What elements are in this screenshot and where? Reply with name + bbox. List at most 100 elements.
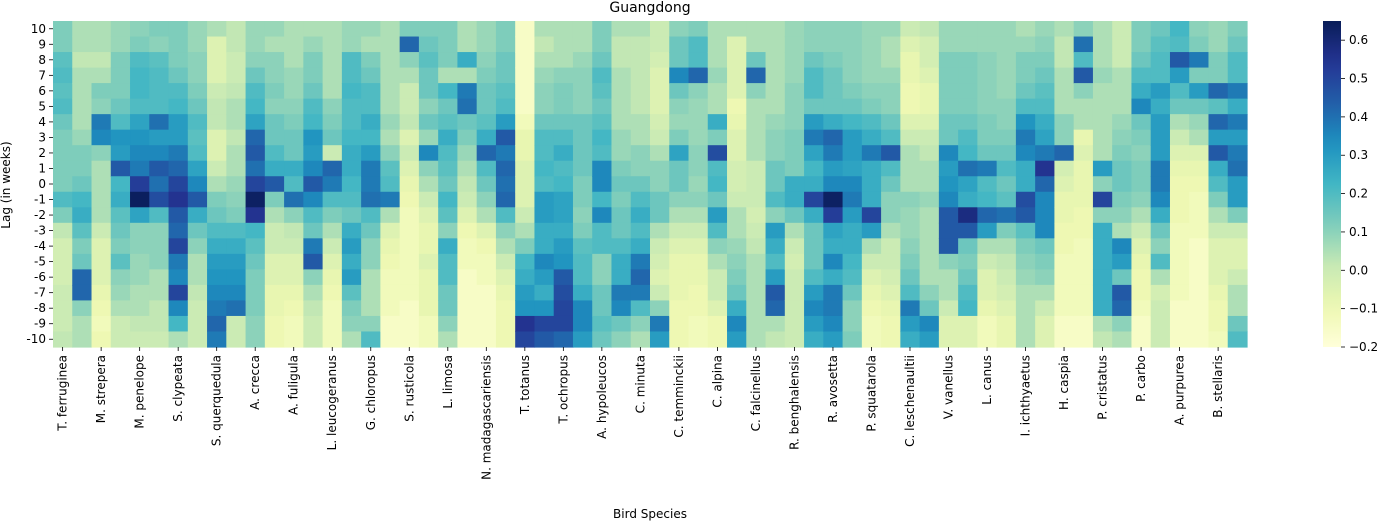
heatmap-cell xyxy=(592,191,613,208)
heatmap-cell xyxy=(804,269,824,286)
heatmap-cell xyxy=(1131,176,1152,193)
heatmap-cell xyxy=(264,36,285,53)
heatmap-cell xyxy=(91,176,112,193)
heatmap-cell xyxy=(1131,114,1152,131)
heatmap-cell xyxy=(341,222,362,239)
heatmap-cell xyxy=(245,145,266,162)
heatmap-cell xyxy=(476,36,497,53)
heatmap-cell xyxy=(900,176,921,193)
heatmap-cell xyxy=(688,222,709,239)
heatmap-cell xyxy=(72,129,93,146)
heatmap-cell xyxy=(977,52,998,69)
heatmap-cell xyxy=(727,36,747,53)
heatmap-cell xyxy=(226,129,247,146)
heatmap-cell xyxy=(1015,114,1036,131)
heatmap-cell xyxy=(53,238,73,255)
heatmap-cell xyxy=(168,145,189,162)
heatmap-cell xyxy=(1208,145,1229,162)
heatmap-cell xyxy=(900,114,921,131)
heatmap-cell xyxy=(380,191,401,208)
heatmap-cell xyxy=(958,67,978,84)
heatmap-cell xyxy=(1112,222,1133,239)
heatmap-cell xyxy=(130,191,150,208)
heatmap-cell xyxy=(207,300,227,317)
heatmap-cell xyxy=(669,98,690,115)
heatmap-cell xyxy=(1169,315,1190,333)
heatmap-cell xyxy=(1169,83,1190,100)
heatmap-cell xyxy=(977,176,998,193)
heatmap-cell xyxy=(823,129,844,146)
heatmap-cell xyxy=(900,145,921,162)
heatmap-cell xyxy=(53,114,73,131)
heatmap-cell xyxy=(1054,145,1075,162)
heatmap-cell xyxy=(1169,207,1190,224)
heatmap-cell xyxy=(1227,300,1248,317)
heatmap-cell xyxy=(226,253,247,270)
heatmap-cell xyxy=(149,331,170,348)
heatmap-cell xyxy=(1150,129,1171,146)
heatmap-cell xyxy=(226,300,247,317)
heatmap-cell xyxy=(1189,67,1210,84)
heatmap-cell xyxy=(322,83,343,100)
heatmap-cell xyxy=(746,114,767,131)
heatmap-cell xyxy=(168,253,189,270)
heatmap-cell xyxy=(881,207,901,224)
heatmap-cell xyxy=(72,176,93,193)
heatmap-cell xyxy=(1035,36,1056,53)
heatmap-cell xyxy=(977,36,998,53)
heatmap-cell xyxy=(900,207,921,224)
heatmap-cell xyxy=(1227,222,1248,239)
heatmap-cell xyxy=(1035,160,1056,177)
heatmap-cell xyxy=(746,315,767,333)
heatmap-cell xyxy=(72,253,93,270)
heatmap-cell xyxy=(1189,176,1210,193)
heatmap-cell xyxy=(784,176,805,193)
heatmap-cell xyxy=(245,83,266,100)
heatmap-cell xyxy=(669,36,690,53)
heatmap-cell xyxy=(1131,315,1152,333)
heatmap-cell xyxy=(303,114,324,131)
heatmap-cell xyxy=(784,191,805,208)
heatmap-cell xyxy=(784,98,805,115)
heatmap-cell xyxy=(861,222,882,239)
heatmap-cell xyxy=(515,269,536,286)
heatmap-cell xyxy=(245,67,266,84)
heatmap-cell xyxy=(457,284,478,302)
heatmap-cell xyxy=(130,269,150,286)
heatmap-cell xyxy=(91,222,112,239)
heatmap-cell xyxy=(515,207,536,224)
heatmap-cell xyxy=(746,269,767,286)
heatmap-cell xyxy=(1131,253,1152,270)
heatmap-cell xyxy=(1131,191,1152,208)
heatmap-cell xyxy=(110,269,131,286)
heatmap-cell xyxy=(823,284,844,302)
heatmap-cell xyxy=(1073,145,1094,162)
heatmap-cell xyxy=(72,98,93,115)
x-tick-label: C. minuta xyxy=(633,355,647,413)
heatmap-cell xyxy=(72,300,93,317)
heatmap-cell xyxy=(707,21,728,38)
heatmap-cell xyxy=(207,191,227,208)
colorbar-tick-label: −0.1 xyxy=(1349,302,1378,316)
colorbar-tick-label: 0.4 xyxy=(1349,110,1368,124)
heatmap-cell xyxy=(881,160,901,177)
heatmap-cell xyxy=(553,145,574,162)
heatmap-cell xyxy=(1208,36,1229,53)
heatmap-cell xyxy=(476,160,497,177)
heatmap-cell xyxy=(1035,238,1056,255)
heatmap-cell xyxy=(823,114,844,131)
heatmap-cell xyxy=(1092,284,1113,302)
heatmap-cell xyxy=(438,253,459,270)
heatmap-cell xyxy=(592,21,613,38)
heatmap-cell xyxy=(1150,238,1171,255)
heatmap-cell xyxy=(264,238,285,255)
heatmap-cell xyxy=(1015,300,1036,317)
heatmap-cell xyxy=(264,129,285,146)
heatmap-cell xyxy=(1169,52,1190,69)
heatmap-cell xyxy=(207,284,227,302)
heatmap-cell xyxy=(707,52,728,69)
heatmap-cell xyxy=(1112,114,1133,131)
heatmap-cell xyxy=(688,207,709,224)
heatmap-cell xyxy=(457,222,478,239)
heatmap-cell xyxy=(1073,191,1094,208)
